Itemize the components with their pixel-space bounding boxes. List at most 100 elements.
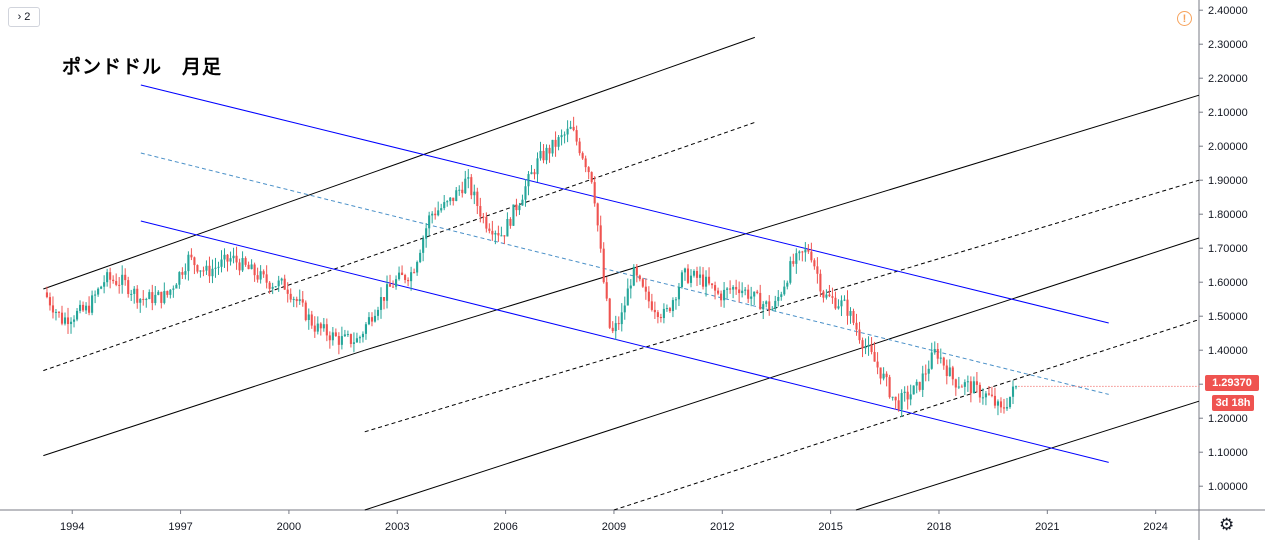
candle-body [750, 296, 753, 299]
candle-body [211, 268, 214, 277]
x-tick-label: 2012 [710, 521, 734, 533]
candle-body [244, 258, 247, 265]
candle-body [479, 205, 482, 217]
candle-body [966, 381, 969, 383]
time-axis[interactable]: 1994 1997 2000 2003 2006 2009 2012 2015 2018 2021… [60, 510, 1168, 533]
candle-body [48, 297, 52, 306]
candle-body [178, 272, 181, 285]
y-tick-label: 1.10000 [1208, 447, 1248, 459]
candle-body [825, 294, 828, 298]
candle-body [455, 190, 458, 201]
gear-icon[interactable]: ⚙ [1219, 515, 1235, 534]
candle-body [524, 186, 527, 200]
candle-body [319, 323, 322, 329]
candle-body [166, 291, 169, 295]
candle-body [674, 299, 677, 301]
candle-body [557, 137, 560, 147]
candle-body [82, 304, 85, 311]
candle-body [1014, 386, 1018, 388]
alert-icon[interactable]: ! [1177, 11, 1192, 26]
candle-body [768, 301, 771, 311]
candle-body [795, 253, 798, 264]
collapse-indicators-button[interactable]: › 2 [8, 7, 40, 27]
candle-body [232, 255, 235, 259]
candle-body [1002, 407, 1006, 409]
candle-body [587, 167, 590, 173]
candle-body [346, 334, 349, 336]
x-tick-label: 2015 [818, 521, 842, 533]
x-tick-label: 2009 [602, 521, 626, 533]
candle-body [461, 189, 464, 194]
candle-body [870, 344, 873, 352]
candle-body [410, 272, 413, 282]
candle-body [903, 391, 906, 394]
candle-body [762, 304, 765, 310]
candle-body [641, 279, 644, 287]
candle-body [440, 208, 443, 211]
candle-body [921, 373, 924, 390]
y-tick-label: 2.00000 [1208, 141, 1248, 153]
candle-body [539, 150, 542, 159]
candle-body [972, 381, 975, 394]
candle-body [376, 309, 380, 316]
candle-body [644, 286, 647, 292]
candle-body [235, 255, 238, 263]
candle-body [566, 128, 569, 135]
candle-body [849, 311, 852, 316]
y-tick-label: 2.10000 [1208, 107, 1248, 119]
price-axis[interactable]: 2.40000 2.30000 2.20000 2.10000 2.00000 1.900… [1199, 5, 1248, 493]
y-tick-label: 1.50000 [1208, 311, 1248, 323]
candle-body [906, 391, 909, 400]
candle-body [367, 317, 371, 325]
y-tick-label: 2.20000 [1208, 73, 1248, 85]
candle-body [572, 126, 575, 131]
candle-body [301, 299, 304, 303]
candle-body [130, 293, 133, 295]
candle-body [515, 204, 518, 211]
candle-body [443, 202, 446, 209]
candle-body [193, 257, 196, 266]
candle-body [512, 204, 515, 226]
candle-body [79, 304, 82, 311]
candle-body [939, 357, 942, 359]
candle-body [744, 289, 747, 291]
candle-body [843, 299, 846, 301]
trend-line [140, 220, 1109, 463]
candle-body [680, 272, 684, 288]
candle-body [620, 312, 623, 325]
candle-body [542, 150, 545, 161]
candle-body [521, 199, 524, 206]
candle-body [735, 286, 738, 290]
candle-body [497, 233, 500, 236]
candle-body [668, 308, 671, 312]
candle-body [256, 275, 259, 280]
candle-body [765, 301, 768, 305]
candle-body [689, 275, 693, 283]
collapse-count: 2 [24, 11, 31, 23]
candle-body [271, 286, 274, 289]
candle-body [551, 139, 554, 154]
candle-body [747, 289, 750, 299]
candle-body [957, 386, 960, 388]
candle-body [701, 274, 705, 287]
candle-body [364, 324, 368, 334]
candle-body [975, 381, 978, 385]
candle-body [891, 396, 894, 398]
candles [45, 116, 1199, 417]
candle-body [352, 342, 355, 344]
candle-body [51, 305, 55, 313]
candle-body [467, 177, 470, 179]
candle-body [205, 265, 208, 271]
candle-body [560, 135, 563, 138]
candle-body [355, 338, 358, 343]
candle-body [379, 297, 383, 310]
candle-body [214, 267, 217, 269]
y-tick-label: 1.20000 [1208, 413, 1248, 425]
candle-body [527, 174, 530, 187]
candle-body [933, 348, 936, 353]
candle-body [283, 278, 286, 290]
candle-body [298, 299, 301, 302]
chevron-right-icon: › [17, 10, 22, 23]
